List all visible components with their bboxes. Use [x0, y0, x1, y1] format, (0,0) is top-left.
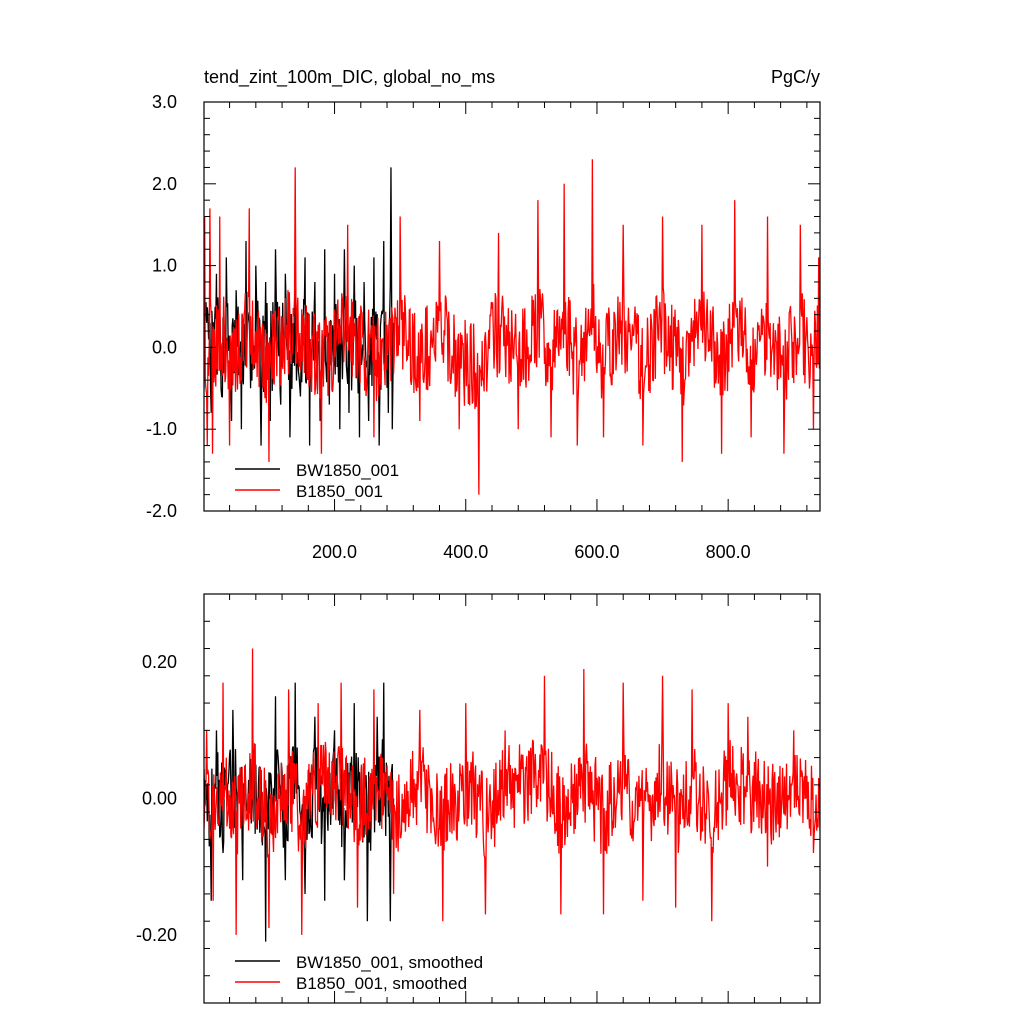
- y-tick-label: 0.00: [142, 789, 177, 809]
- top-title-right: PgC/y: [771, 67, 820, 87]
- top-legend-label-b1850: B1850_001: [296, 482, 383, 501]
- x-tick-label: 200.0: [312, 542, 357, 562]
- y-tick-label: 2.0: [152, 174, 177, 194]
- y-tick-label: -2.0: [146, 501, 177, 521]
- bottom-axis-ticks: [204, 593, 820, 1004]
- bottom-legend-label-bw1850: BW1850_001, smoothed: [296, 953, 483, 972]
- y-tick-label: 1.0: [152, 256, 177, 276]
- y-tick-label: 0.0: [152, 337, 177, 357]
- y-tick-label: 3.0: [152, 92, 177, 112]
- top-legend-label-bw1850: BW1850_001: [296, 461, 399, 480]
- y-tick-label: -0.20: [136, 925, 177, 945]
- top-y-tick-labels: -2.0 -1.0 0.0 1.0 2.0 3.0: [146, 92, 177, 521]
- series-line-b1850-001-smoothed: [204, 648, 820, 935]
- top-x-tick-labels: 200.0 400.0 600.0 800.0: [312, 542, 751, 562]
- series-line-b1850-001: [204, 159, 820, 495]
- y-tick-label: 0.20: [142, 652, 177, 672]
- bottom-series-layer: [204, 648, 820, 942]
- top-title-left: tend_zint_100m_DIC, global_no_ms: [204, 67, 495, 88]
- top-plot-area: [204, 159, 820, 495]
- bottom-plot-frame: [203, 593, 821, 1004]
- top-axis-ticks: [204, 101, 820, 512]
- top-legend: BW1850_001 B1850_001: [235, 461, 399, 501]
- x-tick-label: 400.0: [443, 542, 488, 562]
- bottom-legend-label-b1850: B1850_001, smoothed: [296, 974, 467, 993]
- bottom-y-tick-labels: -0.20 0.00 0.20: [136, 652, 177, 945]
- bottom-plot-area: [204, 648, 820, 942]
- top-plot-frame: [203, 101, 821, 512]
- bottom-legend: BW1850_001, smoothed B1850_001, smoothed: [235, 953, 483, 993]
- top-series-layer: [204, 159, 820, 495]
- x-tick-label: 600.0: [574, 542, 619, 562]
- series-line-bw1850-001: [204, 167, 395, 446]
- bottom-panel: -0.20 0.00 0.20 BW1850_001, smoothed B1850…: [136, 593, 821, 1004]
- top-panel: tend_zint_100m_DIC, global_no_ms PgC/y -…: [146, 67, 821, 562]
- x-tick-label: 800.0: [706, 542, 751, 562]
- y-tick-label: -1.0: [146, 419, 177, 439]
